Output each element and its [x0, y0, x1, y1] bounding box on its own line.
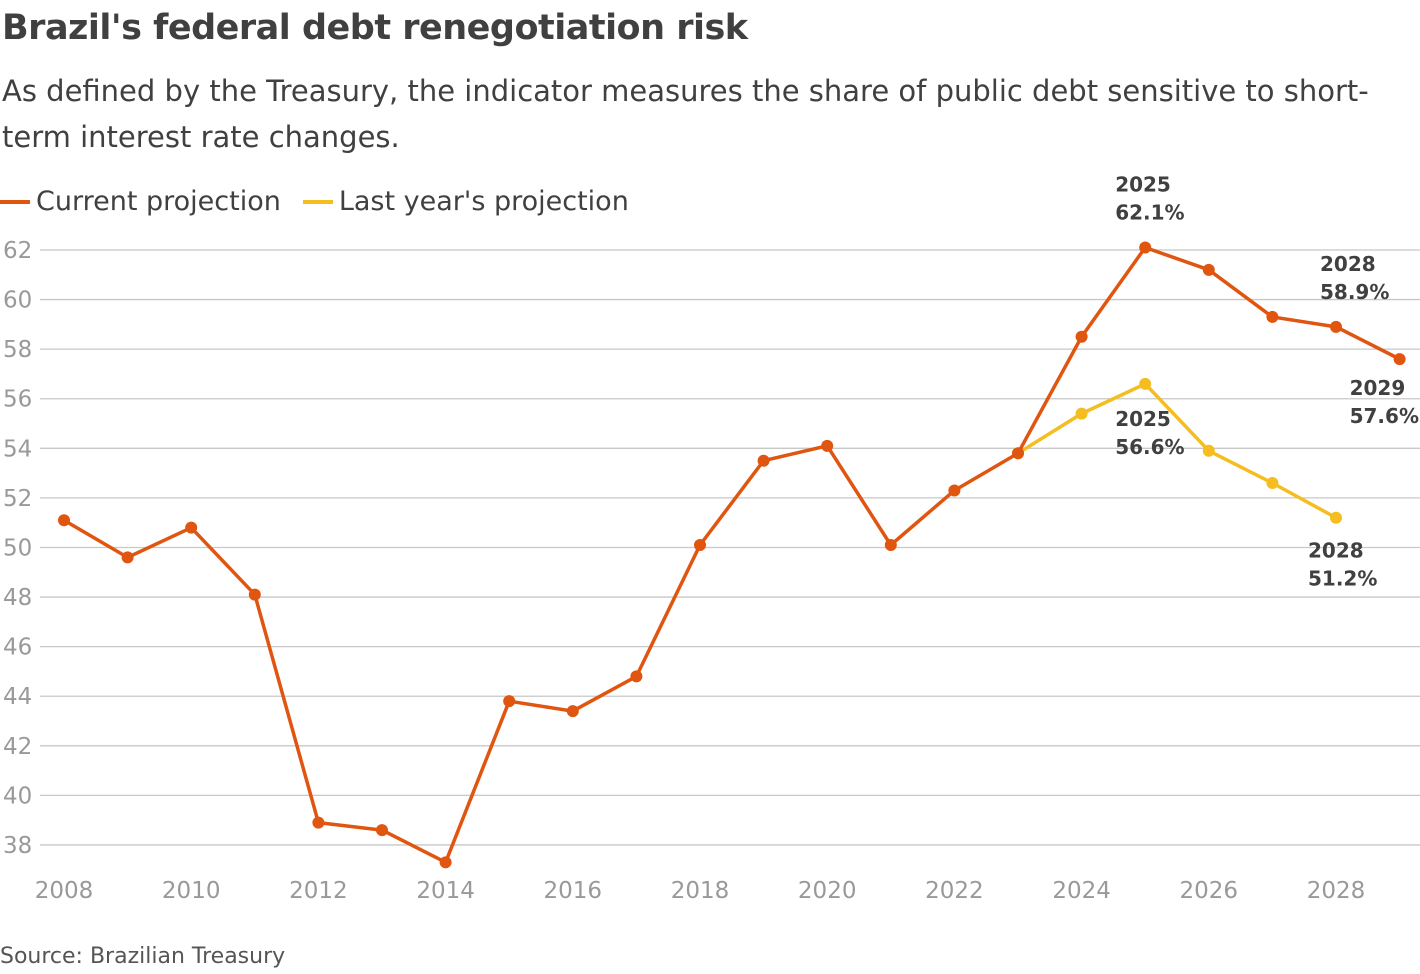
x-tick-label: 2024 — [1052, 878, 1111, 904]
data-point — [376, 824, 388, 837]
y-tick-label: 58 — [3, 337, 32, 363]
data-point — [1330, 511, 1342, 524]
annotation-year: 2028 — [1308, 539, 1364, 563]
y-tick-label: 38 — [3, 833, 32, 859]
chart-title: Brazil's federal debt renegotiation risk — [2, 8, 748, 48]
x-tick-label: 2016 — [544, 878, 603, 904]
data-point — [248, 588, 261, 601]
source-note: Source: Brazilian Treasury — [0, 944, 286, 969]
data-point — [1075, 330, 1088, 343]
annotation-value: 62.1% — [1115, 201, 1184, 225]
legend: Current projection Last year's projectio… — [0, 186, 629, 217]
y-tick-label: 54 — [3, 436, 32, 462]
data-point — [1330, 320, 1342, 333]
series-line-1 — [1017, 382, 1337, 520]
data-point — [757, 454, 770, 467]
data-point — [694, 539, 706, 552]
x-tick-label: 2012 — [289, 878, 348, 904]
chart-subtitle: As defined by the Treasury, the indicato… — [2, 74, 1369, 154]
x-tick-label: 2010 — [162, 878, 221, 904]
legend-label-last-year: Last year's projection — [338, 186, 629, 217]
data-point — [1266, 310, 1279, 323]
annotation-value: 58.9% — [1320, 280, 1389, 304]
x-tick-label: 2028 — [1307, 878, 1366, 904]
y-tick-label: 42 — [3, 734, 32, 760]
data-point — [948, 484, 961, 497]
data-point — [1139, 377, 1152, 390]
data-point — [1393, 353, 1406, 366]
data-point — [1139, 241, 1152, 254]
y-tick-label: 60 — [3, 288, 32, 314]
data-point — [1075, 407, 1088, 420]
data-point — [884, 539, 897, 552]
y-tick-label: 52 — [3, 486, 32, 512]
y-tick-label: 40 — [3, 783, 32, 809]
data-point — [503, 695, 516, 708]
x-tick-label: 2020 — [798, 878, 857, 904]
legend-label-current: Current projection — [36, 186, 281, 217]
annotation-year: 2029 — [1350, 376, 1406, 400]
legend-swatch-last-year — [302, 199, 333, 204]
data-point — [1202, 444, 1215, 457]
annotation-year: 2025 — [1115, 173, 1171, 197]
data-point — [630, 670, 643, 683]
y-tick-label: 56 — [3, 387, 32, 413]
x-tick-label: 2026 — [1180, 878, 1239, 904]
data-point — [821, 439, 834, 452]
data-point — [439, 856, 452, 869]
annotation-value: 51.2% — [1308, 567, 1377, 591]
data-point — [121, 551, 134, 564]
legend-item-current: Current projection — [0, 186, 281, 217]
data-point — [312, 816, 325, 829]
x-tick-label: 2008 — [35, 878, 94, 904]
y-tick-label: 50 — [3, 535, 32, 561]
data-point — [185, 521, 198, 534]
annotation-value: 57.6% — [1350, 404, 1419, 428]
data-point — [1202, 263, 1215, 276]
x-tick-label: 2018 — [671, 878, 730, 904]
x-tick-label: 2014 — [416, 878, 475, 904]
annotation-value: 56.6% — [1115, 435, 1184, 459]
y-tick-label: 48 — [3, 585, 32, 611]
y-tick-label: 44 — [3, 684, 32, 710]
annotation-year: 2025 — [1115, 407, 1171, 431]
y-tick-label: 62 — [3, 238, 32, 264]
data-point — [1012, 447, 1024, 460]
data-point — [566, 705, 579, 718]
annotation-year: 2028 — [1320, 252, 1376, 276]
series-line-0 — [63, 245, 1401, 865]
x-tick-label: 2022 — [925, 878, 984, 904]
legend-item-last-year: Last year's projection — [302, 186, 629, 217]
legend-swatch-current — [0, 199, 30, 204]
data-point — [1266, 477, 1279, 490]
y-tick-label: 46 — [3, 635, 32, 661]
data-point — [58, 514, 70, 527]
